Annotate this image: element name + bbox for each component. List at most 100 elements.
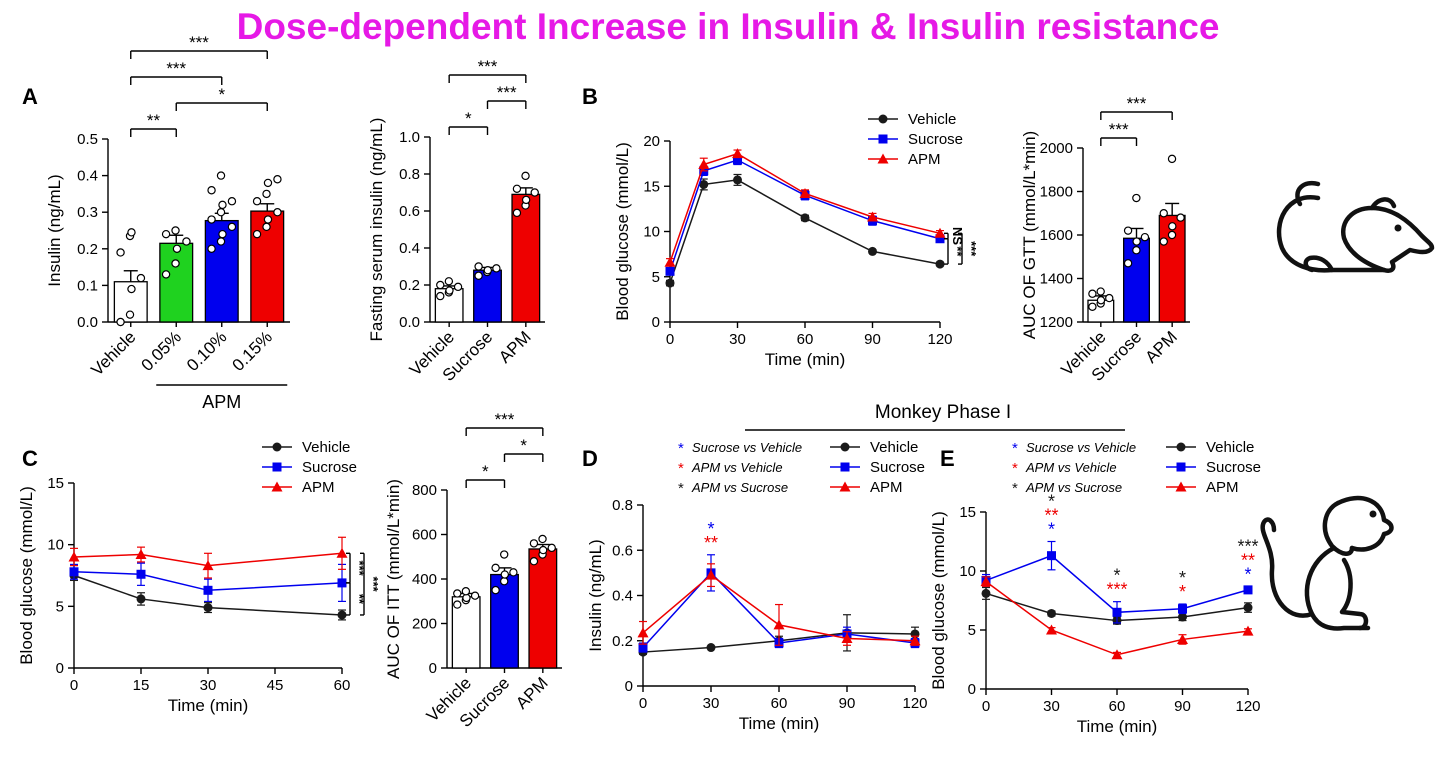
y-tick-label: 0: [968, 681, 976, 698]
significance-star: ***: [1237, 536, 1258, 556]
data-point: [470, 591, 480, 600]
data-point: [474, 271, 483, 280]
data-point: [182, 237, 191, 246]
marker-sucrose: [203, 585, 213, 595]
legend-label-b: APM: [908, 151, 941, 168]
data-point: [218, 200, 227, 210]
y-tick-label: 0.2: [612, 633, 633, 650]
legend-marker-vehicle: [840, 442, 850, 452]
x-tick-label: 120: [927, 331, 952, 348]
y-tick-label: 5: [968, 622, 976, 639]
right-significance-label: ***: [352, 561, 367, 577]
group-label: APM: [202, 392, 241, 412]
significance-star: *: [1048, 520, 1055, 540]
marker-vehicle: [203, 603, 213, 613]
marker-vehicle: [665, 278, 675, 288]
significance-label: *: [465, 109, 472, 128]
data-point: [207, 215, 216, 224]
y-tick-label: 0.6: [399, 203, 420, 220]
significance-star: **: [1044, 506, 1058, 526]
legend-marker-apm: [877, 153, 889, 164]
series-line-vehicle: [669, 179, 941, 284]
data-point: [262, 222, 271, 232]
legend-label-c: APM: [302, 479, 335, 496]
right-significance-label: **: [950, 246, 965, 257]
rat-icon: [1276, 180, 1435, 273]
significance-star: ***: [1106, 580, 1127, 600]
y-tick-label: 0: [652, 314, 660, 331]
x-axis-label: Time (min): [765, 350, 846, 369]
marker-apm: [980, 576, 992, 587]
data-point: [172, 244, 182, 253]
data-point: [530, 188, 539, 197]
data-point: [1088, 289, 1097, 298]
data-point: [1123, 259, 1133, 268]
marker-apm: [799, 187, 811, 198]
x-tick-label: APM: [512, 673, 551, 712]
y-tick-label: 600: [412, 527, 437, 544]
data-point: [500, 570, 509, 579]
marker-apm: [1046, 624, 1057, 635]
y-axis-label: Blood glucose (mmol/L): [613, 142, 632, 321]
data-point: [461, 587, 471, 596]
data-point: [171, 259, 180, 268]
y-tick-label: 0.1: [77, 277, 98, 294]
data-point: [1176, 213, 1185, 222]
data-point: [538, 534, 547, 544]
right-significance-label: NS: [950, 227, 965, 245]
marker-sucrose: [665, 266, 675, 276]
y-tick-label: 15: [643, 178, 660, 195]
right-significance-label: ***: [964, 241, 979, 257]
marker-apm: [867, 211, 878, 222]
significance-star: *: [1244, 564, 1251, 584]
y-tick-label: 0.0: [399, 314, 420, 331]
rat-eye-icon: [1394, 224, 1402, 232]
y-tick-label: 0.3: [77, 204, 98, 221]
data-point: [171, 226, 180, 235]
x-axis-label: Time (min): [168, 696, 249, 715]
marker-apm: [1242, 625, 1254, 636]
data-point: [509, 568, 518, 577]
marker-sucrose: [1112, 607, 1122, 617]
y-axis-label: Blood glucose (mmol/L): [17, 486, 36, 665]
x-tick-label: Vehicle: [87, 327, 139, 379]
marker-apm: [637, 627, 649, 638]
y-tick-label: 0: [56, 660, 64, 677]
series-line-sucrose: [669, 159, 941, 272]
data-point: [227, 197, 237, 206]
legend-marker-sucrose: [878, 134, 888, 144]
y-tick-label: 10: [959, 563, 976, 580]
y-axis-label: Fasting serum insulin (ng/mL): [367, 118, 386, 342]
panel-label-e: E: [940, 446, 955, 471]
marker-apm: [202, 560, 214, 571]
marker-apm: [1111, 649, 1123, 660]
y-axis-label: Insulin (ng/mL): [45, 174, 64, 286]
data-point: [1140, 232, 1150, 242]
y-tick-label: 200: [412, 616, 437, 633]
y-tick-label: 0.2: [77, 241, 98, 258]
marker-apm: [1177, 633, 1188, 644]
monkey-eye-icon: [1369, 510, 1377, 518]
data-point: [125, 310, 135, 319]
data-point: [1132, 246, 1141, 255]
data-point: [1167, 230, 1177, 240]
legend-marker-sucrose: [1176, 462, 1186, 472]
right-significance-label: **: [352, 594, 367, 605]
series-line-sucrose: [73, 571, 343, 592]
x-tick-label: 60: [334, 677, 351, 694]
y-axis-label: Blood glucose (mmol/L): [929, 511, 948, 690]
data-point: [529, 539, 539, 548]
marker-sucrose: [1178, 604, 1187, 614]
significance-star: *: [1048, 492, 1055, 512]
y-tick-label: 1200: [1040, 314, 1073, 331]
marker-vehicle: [981, 588, 991, 598]
data-point: [207, 244, 216, 253]
data-point: [453, 282, 463, 292]
data-point: [512, 184, 522, 193]
right-significance-label: ***: [366, 577, 381, 593]
marker-sucrose: [638, 643, 648, 653]
monkey-phase-title: Monkey Phase I: [875, 402, 1011, 423]
marker-apm: [934, 227, 946, 238]
star-legend-star: *: [1012, 440, 1018, 457]
data-point: [453, 600, 462, 609]
